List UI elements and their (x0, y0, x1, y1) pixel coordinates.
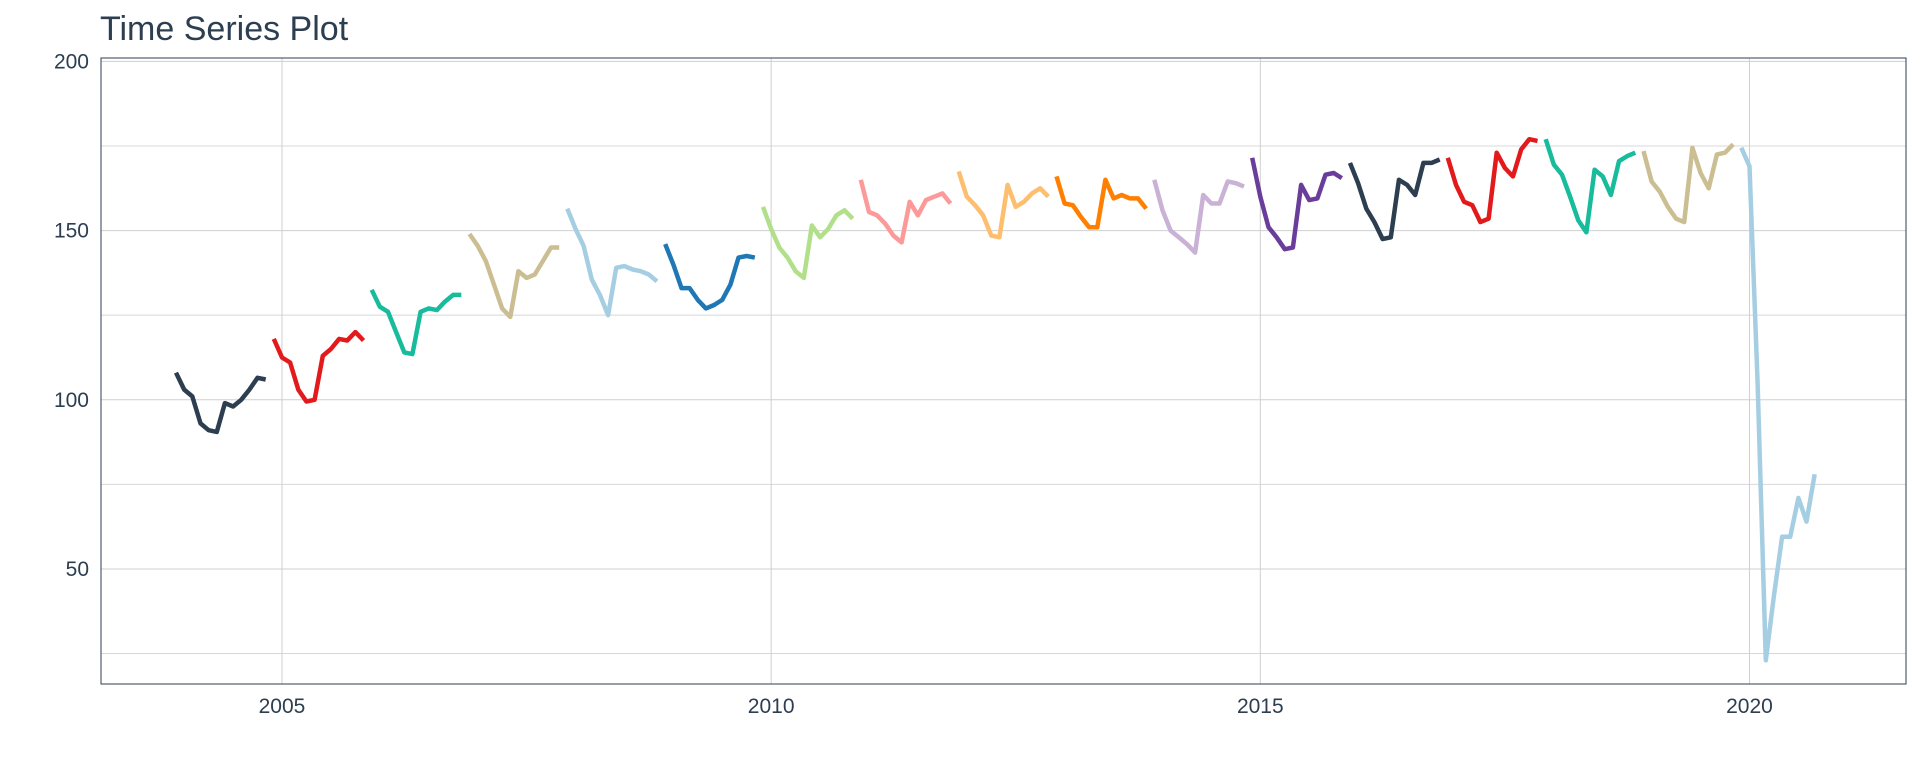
series-line-2011 (858, 179, 953, 245)
y-tick-label: 100 (54, 389, 89, 412)
y-tick-label: 50 (66, 558, 89, 581)
series-line-2013 (1054, 175, 1148, 230)
series-line-2018 (1543, 138, 1637, 235)
series-layer (173, 136, 1817, 663)
series-line-2007 (467, 232, 560, 320)
y-tick-label: 200 (54, 50, 89, 73)
y-tick-label: 150 (54, 220, 89, 243)
x-tick-label: 2020 (1726, 695, 1773, 718)
x-tick-label: 2005 (259, 695, 306, 718)
series-line-2014 (1152, 179, 1245, 255)
series-line-2015 (1249, 157, 1343, 252)
series-line-2008 (565, 207, 659, 318)
series-line-2004 (173, 371, 267, 435)
grid-lines (101, 58, 1906, 684)
series-line-2017 (1445, 136, 1538, 225)
series-line-2012 (956, 170, 1050, 240)
plot-frame (100, 57, 1907, 685)
series-line-2010 (760, 206, 855, 281)
series-line-2006 (369, 288, 462, 357)
series-line-2009 (663, 243, 756, 311)
series-line-2020 (1739, 146, 1817, 663)
chart-title: Time Series Plot (100, 10, 349, 48)
series-line-2005 (271, 329, 366, 404)
series-line-2019 (1641, 142, 1735, 225)
series-line-2016 (1347, 157, 1441, 242)
tick-labels: 50 100 150 200 2005 2010 2015 2020 (54, 50, 1773, 718)
x-tick-label: 2010 (748, 695, 795, 718)
x-tick-label: 2015 (1237, 695, 1284, 718)
